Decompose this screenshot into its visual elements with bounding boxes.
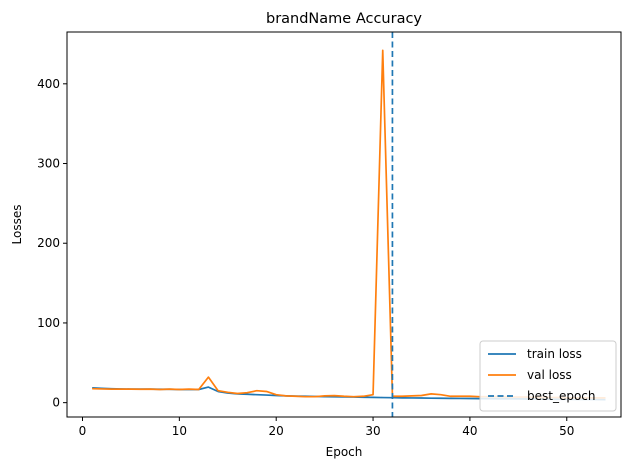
x-tick-label: 40	[462, 424, 477, 438]
x-tick-label: 30	[365, 424, 380, 438]
x-tick-label: 50	[559, 424, 574, 438]
y-tick-label: 300	[37, 157, 60, 171]
legend-label: val loss	[527, 368, 572, 382]
legend-box	[479, 340, 617, 412]
x-tick-label: 0	[79, 424, 87, 438]
y-tick-label: 0	[52, 396, 60, 410]
y-tick-label: 200	[37, 236, 60, 250]
plot-frame	[66, 31, 622, 418]
y-tick-label: 100	[37, 316, 60, 330]
legend-label: train loss	[527, 347, 582, 361]
y-axis-label: Losses	[10, 205, 24, 245]
x-axis: 0 10 20 30 40 50	[79, 417, 574, 438]
legend-label: best_epoch	[527, 389, 596, 403]
chart-title: brandName Accuracy	[266, 11, 422, 27]
x-axis-label: Epoch	[326, 445, 363, 459]
legend: train loss val loss best_epoch	[479, 340, 617, 412]
x-tick-label: 20	[269, 424, 284, 438]
x-tick-label: 10	[172, 424, 187, 438]
y-tick-label: 400	[37, 77, 60, 91]
y-axis: 0 100 200 300 400	[37, 77, 67, 410]
